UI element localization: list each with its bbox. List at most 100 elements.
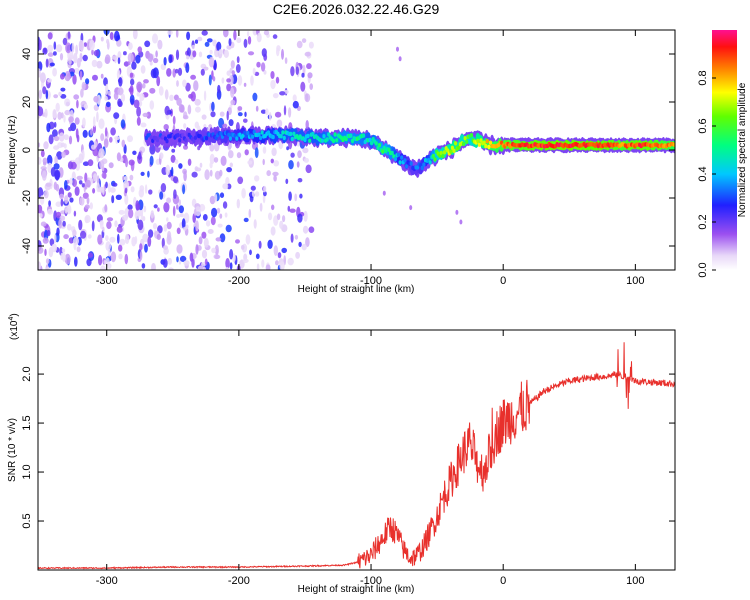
noise-blob (62, 252, 66, 262)
noise-blob (144, 243, 148, 253)
noise-blob (138, 151, 142, 160)
noise-blob (255, 105, 259, 112)
noise-blob (254, 175, 260, 182)
noise-blob (53, 234, 57, 244)
noise-blob (244, 111, 247, 118)
noise-blob (172, 205, 176, 217)
trace-cell (387, 147, 391, 152)
noise-blob (219, 169, 223, 177)
noise-blob (203, 90, 207, 101)
noise-blob (185, 82, 191, 92)
noise-blob (127, 42, 133, 50)
noise-blob (131, 61, 137, 70)
noise-blob (250, 75, 254, 86)
noise-blob (287, 205, 291, 212)
noise-blob (107, 90, 111, 96)
noise-blob (98, 254, 103, 266)
noise-blob (78, 180, 83, 185)
noise-blob (189, 252, 194, 262)
noise-blob (69, 197, 74, 203)
noise-blob (258, 240, 262, 249)
colorbar-tick-label: 0.8 (697, 70, 709, 85)
noise-blob (134, 210, 140, 220)
trace-cell (463, 136, 467, 141)
noise-blob (140, 171, 145, 176)
noise-blob (207, 229, 214, 234)
noise-blob (226, 45, 232, 50)
noise-blob (197, 36, 203, 42)
y-tick-label: 0.5 (21, 513, 33, 528)
noise-blob (109, 32, 114, 40)
noise-blob (53, 135, 60, 142)
noise-blob (294, 234, 299, 240)
noise-blob (166, 234, 172, 245)
snr-y-ticks: 0.5 1.0 1.5 2.0 (21, 366, 675, 529)
noise-blob (137, 219, 144, 231)
noise-blob (290, 233, 294, 243)
noise-blob (74, 256, 78, 267)
noise-blob (90, 128, 93, 136)
noise-blob (41, 170, 47, 181)
noise-blob (67, 192, 72, 198)
noise-blob (176, 204, 179, 210)
noise-blob (308, 41, 314, 49)
noise-blob (298, 241, 302, 248)
noise-blob (116, 226, 123, 233)
noise-blob (228, 38, 232, 47)
colorbar-label: Normalized spectral amplitude (737, 82, 748, 217)
noise-blob (130, 186, 135, 193)
noise-blob (118, 244, 123, 252)
spectrogram-signal-trace (144, 125, 675, 178)
noise-blob (91, 220, 95, 232)
noise-blob (263, 70, 267, 75)
x-tick-label: -300 (96, 275, 118, 287)
noise-blob (191, 171, 198, 178)
noise-blob (169, 94, 174, 102)
noise-blob (156, 233, 161, 240)
noise-blob (51, 243, 58, 253)
trace-cell (325, 137, 329, 142)
noise-blob (195, 106, 201, 113)
noise-blob (96, 111, 99, 123)
trace-cell (469, 133, 474, 138)
noise-blob (308, 226, 315, 233)
noise-blob (119, 238, 126, 246)
trace-cell (400, 155, 404, 160)
noise-blob (273, 245, 278, 256)
noise-blob (111, 195, 115, 204)
noise-blob (209, 169, 213, 177)
noise-blob (216, 41, 222, 51)
spectrogram-y-ticks: -40 -20 0 20 40 (21, 48, 675, 254)
colorbar-tick-label: 0.0 (697, 262, 709, 277)
noise-blob (382, 190, 386, 196)
noise-blob (244, 149, 249, 156)
noise-blob (73, 236, 79, 246)
trace-cell (488, 140, 493, 145)
noise-blob (222, 123, 228, 128)
x-tick-label: -300 (96, 575, 118, 587)
noise-blob (233, 30, 237, 41)
noise-blob (242, 258, 249, 263)
noise-blob (229, 162, 233, 168)
noise-blob (98, 118, 105, 129)
noise-blob (270, 158, 274, 164)
trace-cell (331, 138, 336, 144)
noise-blob (237, 112, 243, 117)
noise-blob (284, 57, 288, 64)
noise-blob (301, 72, 305, 78)
noise-blob (254, 191, 260, 197)
noise-blob (68, 116, 74, 123)
noise-blob (139, 93, 145, 101)
noise-blob (230, 99, 236, 106)
trace-cell (439, 150, 443, 156)
noise-blob (305, 120, 309, 130)
noise-blob (100, 265, 106, 270)
colorbar-tick-label: 0.6 (697, 118, 709, 133)
noise-blob (84, 204, 90, 210)
noise-blob (218, 49, 223, 55)
noise-blob (69, 177, 73, 185)
trace-cell (181, 133, 185, 138)
noise-blob (209, 195, 216, 205)
noise-blob (247, 160, 253, 165)
noise-blob (297, 213, 303, 223)
